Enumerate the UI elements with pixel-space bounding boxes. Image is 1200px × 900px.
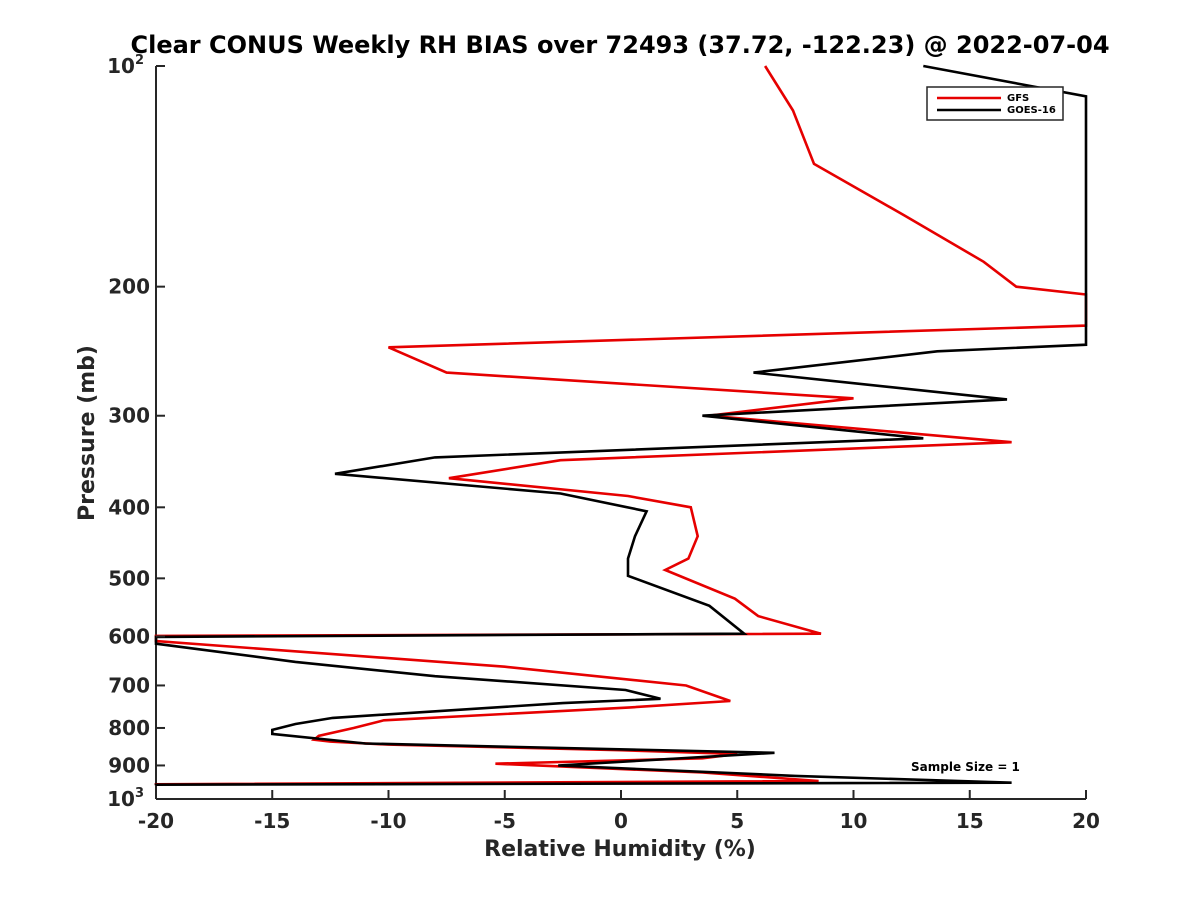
x-tick-label: 5	[730, 809, 744, 833]
y-tick-label: 400	[108, 495, 150, 519]
plot-area: -20 -15 -10 -5 0 5 10 15 20 102 200 300 400 500 600 70…	[107, 53, 1100, 833]
x-tick-label: -10	[370, 809, 406, 833]
y-axis-label: Pressure (mb)	[75, 345, 100, 521]
series-layer	[154, 64, 1088, 787]
chart-title: Clear CONUS Weekly RH BIAS over 72493 (3…	[130, 31, 1109, 59]
series-line-goes16	[154, 64, 1088, 787]
sample-size-annotation: Sample Size = 1	[911, 760, 1020, 774]
y-ticks: 102 200 300 400 500 600 700 800 900 103	[107, 53, 165, 811]
x-tick-label: 10	[840, 809, 868, 833]
legend: GFS GOES-16	[926, 86, 1064, 121]
y-tick-label: 900	[108, 753, 150, 777]
x-tick-label: -20	[138, 809, 174, 833]
x-axis-label: Relative Humidity (%)	[484, 837, 756, 862]
y-tick-label: 102	[107, 53, 144, 78]
y-tick-label: 103	[107, 786, 144, 811]
y-tick-label: 500	[108, 566, 150, 590]
legend-label-gfs: GFS	[1007, 93, 1029, 104]
x-tick-label: -15	[254, 809, 290, 833]
x-tick-label: 20	[1072, 809, 1100, 833]
x-ticks: -20 -15 -10 -5 0 5 10 15 20	[138, 790, 1100, 833]
y-tick-label: 600	[108, 624, 150, 648]
legend-box	[926, 86, 1064, 121]
x-tick-label: 15	[956, 809, 984, 833]
x-tick-label: -5	[494, 809, 516, 833]
series-line-gfs	[154, 65, 1088, 786]
x-tick-label: 0	[614, 809, 628, 833]
y-tick-label: 200	[108, 275, 150, 299]
y-tick-label: 800	[108, 716, 150, 740]
y-tick-label: 300	[108, 404, 150, 428]
y-tick-label: 700	[108, 673, 150, 697]
legend-label-goes16: GOES-16	[1007, 105, 1056, 116]
